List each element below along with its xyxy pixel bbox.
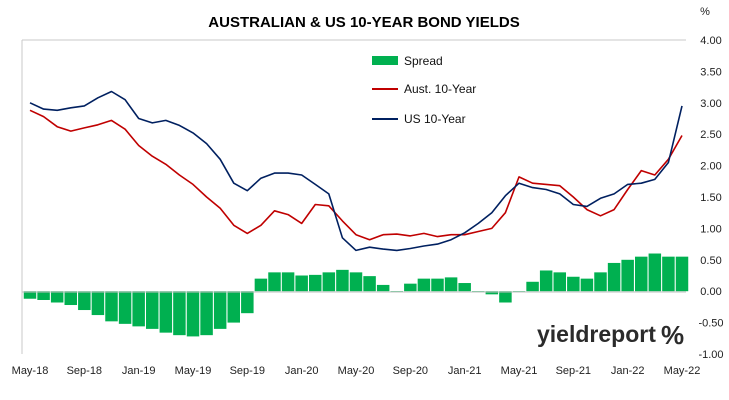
x-tick-label: May-19 (175, 365, 212, 377)
spread-bar (227, 291, 240, 323)
spread-bar (132, 291, 145, 327)
spread-bar (118, 291, 132, 324)
spread-bar (281, 272, 295, 292)
x-tick-label: Jan-21 (448, 365, 482, 377)
logo-percent-symbol: % (661, 320, 684, 350)
chart-title: AUSTRALIAN & US 10-YEAR BOND YIELDS (208, 14, 519, 31)
spread-bar (431, 278, 444, 292)
us-10-year-line (29, 90, 683, 252)
legend: Spread Aust. 10-Year US 10-Year (372, 54, 476, 126)
yield-lines (29, 90, 683, 252)
spread-bar (254, 278, 268, 292)
spread-bar (23, 291, 37, 299)
spread-bar (417, 278, 431, 292)
aust-10-year-line (29, 109, 683, 241)
spread-bar (268, 272, 281, 292)
x-tick-label: May-21 (501, 365, 538, 377)
spread-bar (146, 291, 159, 329)
spread-bar (50, 291, 64, 303)
legend-label: Spread (404, 54, 443, 68)
x-axis-ticks: May-18 Sep-18 Jan-19 May-19 Sep-19 Jan-20 May-… (12, 365, 701, 377)
spread-bar (363, 276, 376, 292)
spread-bar (621, 259, 634, 292)
x-tick-label: May-18 (12, 365, 49, 377)
spread-bar (607, 262, 621, 292)
spread-bar (213, 291, 227, 329)
spread-bar (349, 272, 363, 292)
y-tick-label: 1.50 (700, 192, 721, 204)
x-tick-label: Sep-19 (230, 365, 265, 377)
y-tick-label: -0.50 (698, 318, 723, 330)
y-tick-label: 1.00 (700, 223, 721, 235)
spread-bar (200, 291, 213, 336)
x-tick-label: May-22 (664, 365, 701, 377)
spread-bar (648, 253, 662, 292)
spread-bar (458, 283, 471, 292)
y-tick-label: 4.00 (700, 35, 721, 47)
spread-bar (159, 291, 173, 333)
y-tick-label: 3.00 (700, 98, 721, 110)
spread-bar (376, 284, 390, 292)
spread-bar (553, 272, 566, 292)
spread-bar (336, 269, 349, 292)
x-tick-label: Sep-18 (67, 365, 102, 377)
spread-bar (186, 291, 200, 337)
spread-bar (444, 277, 458, 292)
x-tick-label: Sep-20 (393, 365, 428, 377)
yieldreport-logo: yieldreport % (537, 320, 684, 350)
spread-bar (64, 291, 77, 306)
spread-bar (594, 272, 607, 292)
spread-bar (295, 275, 308, 292)
y-axis-unit: % (700, 6, 710, 18)
legend-label: Aust. 10-Year (404, 82, 476, 96)
x-tick-label: Jan-19 (122, 365, 156, 377)
spread-bar (539, 270, 553, 292)
spread-bar (526, 281, 539, 292)
spread-bar (567, 276, 580, 292)
spread-bar (404, 283, 417, 292)
spread-bar (390, 291, 403, 292)
y-tick-label: 0.00 (700, 286, 721, 298)
y-tick-label: -1.00 (698, 349, 723, 361)
spread-bar (580, 278, 594, 292)
spread-bars (23, 253, 689, 337)
spread-bar (37, 291, 50, 300)
spread-bar (173, 291, 186, 336)
legend-swatch-spread (372, 56, 398, 65)
spread-bar (485, 291, 499, 295)
spread-bar (322, 272, 336, 292)
x-tick-label: Sep-21 (556, 365, 591, 377)
y-tick-label: 3.50 (700, 66, 721, 78)
spread-bar (499, 291, 512, 303)
spread-bar (91, 291, 105, 316)
spread-bar (662, 256, 675, 292)
y-tick-label: 2.00 (700, 161, 721, 173)
x-tick-label: May-20 (338, 365, 375, 377)
y-tick-label: 2.50 (700, 129, 721, 141)
x-tick-label: Jan-22 (611, 365, 645, 377)
spread-bar (675, 256, 689, 292)
spread-bar (105, 291, 118, 322)
y-axis-ticks: 4.00 3.50 3.00 2.50 2.00 1.50 1.00 0.50 0.00 -0.5… (698, 35, 723, 361)
y-tick-label: 0.50 (700, 255, 721, 267)
spread-bar (241, 291, 254, 314)
spread-bar (309, 274, 322, 292)
legend-label: US 10-Year (404, 112, 466, 126)
spread-bar (78, 291, 91, 311)
logo-text: yieldreport (537, 321, 656, 347)
x-tick-label: Jan-20 (285, 365, 319, 377)
spread-bar (635, 256, 648, 292)
